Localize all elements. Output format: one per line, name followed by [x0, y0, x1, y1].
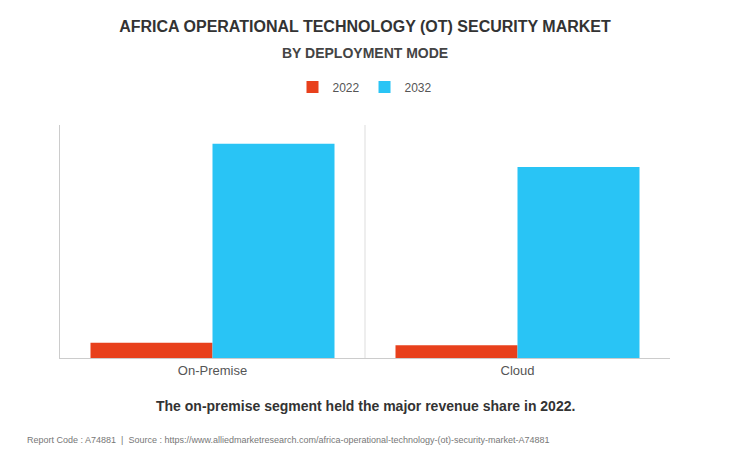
- svg-text:The on-premise segment held th: The on-premise segment held the major re…: [156, 398, 575, 414]
- svg-text:Report Code : A74881 | Sourc: Report Code : A74881 | Source : https://…: [27, 435, 550, 445]
- svg-text:2032: 2032: [405, 81, 432, 95]
- svg-text:AFRICA OPERATIONAL TECHNOLOGY: AFRICA OPERATIONAL TECHNOLOGY (OT) SECUR…: [119, 18, 611, 35]
- svg-text:2022: 2022: [333, 81, 360, 95]
- svg-text:BY DEPLOYMENT MODE: BY DEPLOYMENT MODE: [282, 45, 448, 61]
- svg-text:Cloud: Cloud: [501, 363, 535, 378]
- svg-text:On-Premise: On-Premise: [178, 363, 247, 378]
